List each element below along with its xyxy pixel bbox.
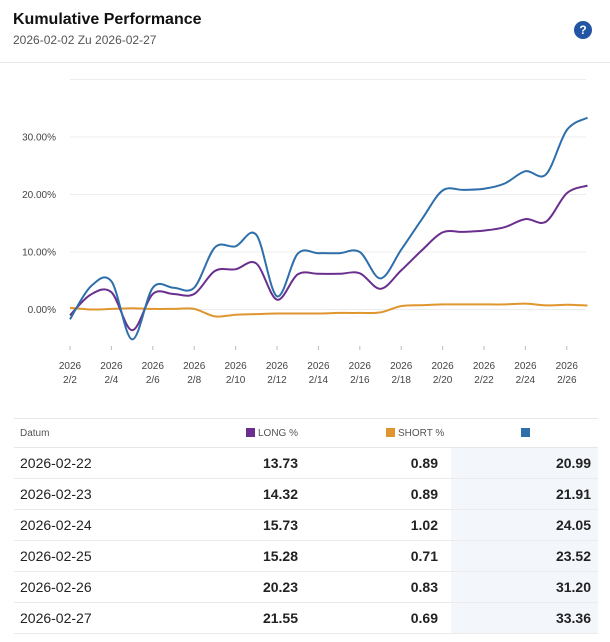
cell-short: 0.69 [410,610,438,626]
cell-short: 1.02 [410,517,438,533]
total-series-line [69,116,589,341]
x-tick-day: 2/26 [557,375,577,386]
total-column-highlight [451,479,598,509]
table-row: 2026-02-24 15.73 1.02 24.05 [14,510,598,541]
cell-short: 0.89 [410,486,438,502]
grid-lines [70,79,586,310]
long-series-line [69,184,588,332]
header-short: SHORT % [386,428,444,439]
cell-long: 15.73 [262,517,298,533]
table-row: 2026-02-22 13.73 0.89 20.99 [14,448,598,479]
page-title: Kumulative Performance [13,11,202,28]
header-long-label: LONG % [258,428,299,439]
cell-date: 2026-02-27 [20,610,92,626]
table-body: 2026-02-22 13.73 0.89 20.99 2026-02-23 14.32 0… [14,448,598,634]
x-tick-day: 2/2 [63,375,77,386]
cell-total: 21.91 [555,486,591,502]
cell-total: 20.99 [555,455,591,471]
total-column-highlight [451,448,598,478]
cell-short: 0.83 [410,579,438,595]
x-tick-year: 2026 [59,361,82,372]
header-total [521,428,533,439]
x-tick-year: 2026 [224,361,247,372]
table-header: Datum LONG % SHORT % [14,418,598,448]
cell-short: 0.71 [410,548,438,564]
cell-long: 13.73 [262,455,298,471]
help-icon[interactable]: ? [574,21,592,39]
header-short-label: SHORT % [398,428,445,439]
performance-table: Datum LONG % SHORT % 2026-02-22 13.73 0.89… [14,418,598,634]
cell-long: 21.55 [262,610,298,626]
x-tick-year: 2026 [431,361,454,372]
x-tick-day: 2/20 [433,375,453,386]
x-tick-year: 2026 [142,361,165,372]
y-tick-label: 10.00% [22,248,56,259]
x-tick-day: 2/12 [267,375,287,386]
cell-short: 0.89 [410,455,438,471]
x-tick-year: 2026 [183,361,206,372]
x-tick-year: 2026 [514,361,537,372]
short-series-line [69,302,588,318]
x-tick-year: 2026 [390,361,413,372]
short-swatch [386,428,395,437]
cell-date: 2026-02-25 [20,548,92,564]
total-column-highlight [451,541,598,571]
x-tick-day: 2/4 [104,375,118,386]
x-tick-year: 2026 [307,361,330,372]
x-tick-day: 2/14 [309,375,329,386]
table-row: 2026-02-25 15.28 0.71 23.52 [14,541,598,572]
series-lines [69,116,589,341]
cell-date: 2026-02-23 [20,486,92,502]
x-tick-day: 2/24 [516,375,536,386]
x-tick-year: 2026 [100,361,123,372]
header-long: LONG % [246,428,298,439]
cell-long: 15.28 [262,548,298,564]
x-axis: 2026 2/2 2026 2/4 2026 2/6 2026 2/8 2026 2/10 2026… [59,346,578,386]
cell-date: 2026-02-24 [20,517,92,533]
chart-header: Kumulative Performance 2026-02-02 Zu 202… [0,0,610,63]
y-axis: 0.00% 10.00% 20.00% 30.00% [22,133,56,317]
performance-line-chart: 0.00%10.00%20.00%30.00% 20262/220262/420… [22,79,589,386]
x-tick-year: 2026 [349,361,372,372]
x-tick-day: 2/8 [187,375,201,386]
x-tick-year: 2026 [556,361,579,372]
x-tick-day: 2/18 [391,375,411,386]
cell-total: 33.36 [555,610,591,626]
header-date: Datum [20,428,50,439]
x-tick-day: 2/16 [350,375,370,386]
cell-total: 31.20 [555,579,591,595]
y-tick-label: 30.00% [22,133,56,144]
x-tick-day: 2/6 [146,375,160,386]
cell-date: 2026-02-26 [20,579,92,595]
table-row: 2026-02-23 14.32 0.89 21.91 [14,479,598,510]
cell-date: 2026-02-22 [20,455,92,471]
table-row: 2026-02-27 21.55 0.69 33.36 [14,603,598,634]
y-tick-label: 0.00% [28,305,56,316]
cell-long: 20.23 [262,579,298,595]
cell-total: 23.52 [555,548,591,564]
table-row: 2026-02-26 20.23 0.83 31.20 [14,572,598,603]
x-tick-day: 2/22 [474,375,494,386]
y-tick-label: 20.00% [22,190,56,201]
x-tick-year: 2026 [473,361,496,372]
long-swatch [246,428,255,437]
cell-long: 14.32 [262,486,298,502]
total-column-highlight [451,603,598,633]
x-tick-year: 2026 [266,361,289,372]
x-tick-day: 2/10 [226,375,246,386]
date-range-subtitle: 2026-02-02 Zu 2026-02-27 [13,33,157,47]
total-column-highlight [451,572,598,602]
total-swatch [521,428,530,437]
total-column-highlight [451,510,598,540]
cell-total: 24.05 [555,517,591,533]
